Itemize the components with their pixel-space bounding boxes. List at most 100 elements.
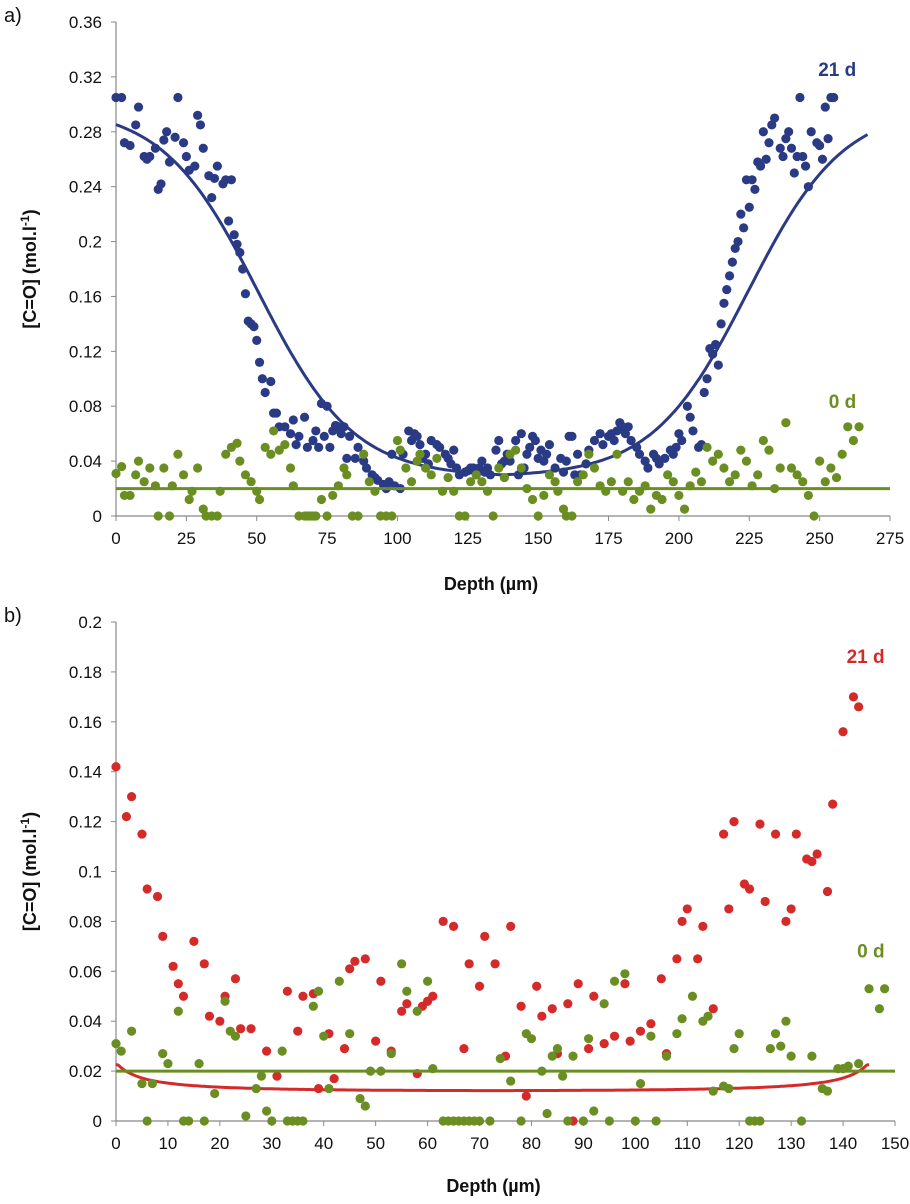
data-point	[459, 1044, 469, 1054]
data-point	[525, 442, 535, 452]
data-point	[178, 470, 189, 480]
data-point	[474, 1116, 485, 1126]
data-point	[235, 456, 245, 466]
data-point	[173, 449, 183, 459]
data-point	[626, 435, 636, 446]
data-point	[158, 931, 168, 941]
data-point	[350, 956, 360, 966]
data-point	[480, 931, 490, 941]
data-point	[342, 470, 352, 480]
data-point	[696, 477, 707, 487]
data-point	[387, 511, 397, 521]
y-tick-label: 0.16	[69, 287, 102, 306]
data-point	[342, 453, 352, 463]
data-point	[435, 442, 445, 452]
y-tick-label: 0.2	[78, 613, 102, 632]
data-point	[753, 470, 763, 480]
data-point	[294, 431, 304, 442]
data-point	[170, 132, 180, 142]
data-point	[682, 904, 692, 914]
data-point	[246, 1024, 256, 1034]
data-point	[668, 477, 678, 487]
data-point	[685, 412, 695, 422]
data-point	[415, 440, 425, 450]
data-point	[765, 1044, 775, 1054]
data-point	[448, 921, 459, 931]
data-point	[800, 161, 811, 171]
data-point	[719, 463, 729, 473]
data-point	[532, 981, 542, 991]
y-tick-label: 0.04	[69, 1012, 102, 1031]
data-point	[210, 1088, 220, 1099]
data-point	[828, 799, 838, 809]
data-point	[702, 442, 712, 452]
data-point	[133, 456, 144, 466]
data-point	[126, 792, 137, 802]
data-point	[708, 1086, 718, 1096]
data-point	[609, 1031, 620, 1041]
x-axis-label: Depth (µm)	[444, 574, 538, 594]
data-point	[184, 1116, 194, 1126]
data-point	[516, 1001, 526, 1011]
data-point	[360, 954, 370, 964]
data-point	[298, 1116, 308, 1126]
data-point	[563, 1116, 573, 1126]
data-point	[775, 143, 785, 153]
series-label: 0 d	[829, 392, 856, 413]
data-point	[677, 916, 687, 926]
data-point	[432, 453, 442, 463]
data-point	[355, 1093, 365, 1104]
data-point	[460, 511, 470, 521]
data-point	[324, 1083, 334, 1094]
data-point	[702, 374, 712, 384]
data-point	[609, 435, 619, 446]
data-point	[158, 1049, 168, 1059]
data-point	[848, 435, 859, 446]
data-point	[663, 470, 673, 480]
data-point	[506, 1076, 516, 1086]
data-point	[111, 468, 121, 479]
data-point	[178, 991, 189, 1001]
data-point	[246, 477, 256, 487]
data-point	[776, 1041, 786, 1051]
data-point	[426, 470, 436, 480]
data-point	[758, 127, 768, 137]
data-point	[623, 422, 633, 432]
x-tick-label: 130	[777, 1134, 805, 1153]
x-tick-label: 10	[158, 1134, 177, 1153]
y-tick-label: 0.32	[69, 68, 102, 87]
data-point	[164, 511, 175, 521]
chart-b-svg: b) 0 0.02 0.04 0.06 0.08 0.1 0.12 0.14 0.16 0.18 0.…	[4, 605, 909, 1196]
y-tick-label: 0.12	[69, 813, 102, 832]
data-point	[791, 829, 801, 839]
data-point	[820, 102, 830, 112]
data-point	[755, 819, 765, 829]
data-point	[589, 1106, 599, 1116]
data-point	[311, 511, 321, 521]
data-point	[722, 284, 732, 295]
data-point	[280, 422, 290, 432]
data-point	[298, 991, 308, 1001]
data-point	[131, 470, 141, 480]
data-point	[854, 422, 864, 432]
x-tick-label: 90	[574, 1134, 593, 1153]
data-point	[477, 477, 487, 487]
data-point	[719, 829, 729, 839]
data-point	[168, 961, 178, 971]
data-point	[584, 449, 594, 459]
data-point	[770, 113, 780, 123]
data-point	[623, 477, 633, 487]
data-point	[178, 138, 189, 148]
x-tick-label: 0	[111, 529, 120, 548]
data-point	[232, 438, 242, 448]
data-point	[282, 986, 292, 996]
data-point	[207, 193, 217, 203]
data-point	[747, 175, 757, 185]
data-point	[257, 374, 267, 384]
data-point	[477, 456, 487, 466]
data-point	[181, 151, 191, 162]
data-point	[807, 1051, 817, 1061]
data-point	[319, 1031, 329, 1041]
data-point	[152, 891, 163, 902]
data-point	[831, 472, 842, 483]
